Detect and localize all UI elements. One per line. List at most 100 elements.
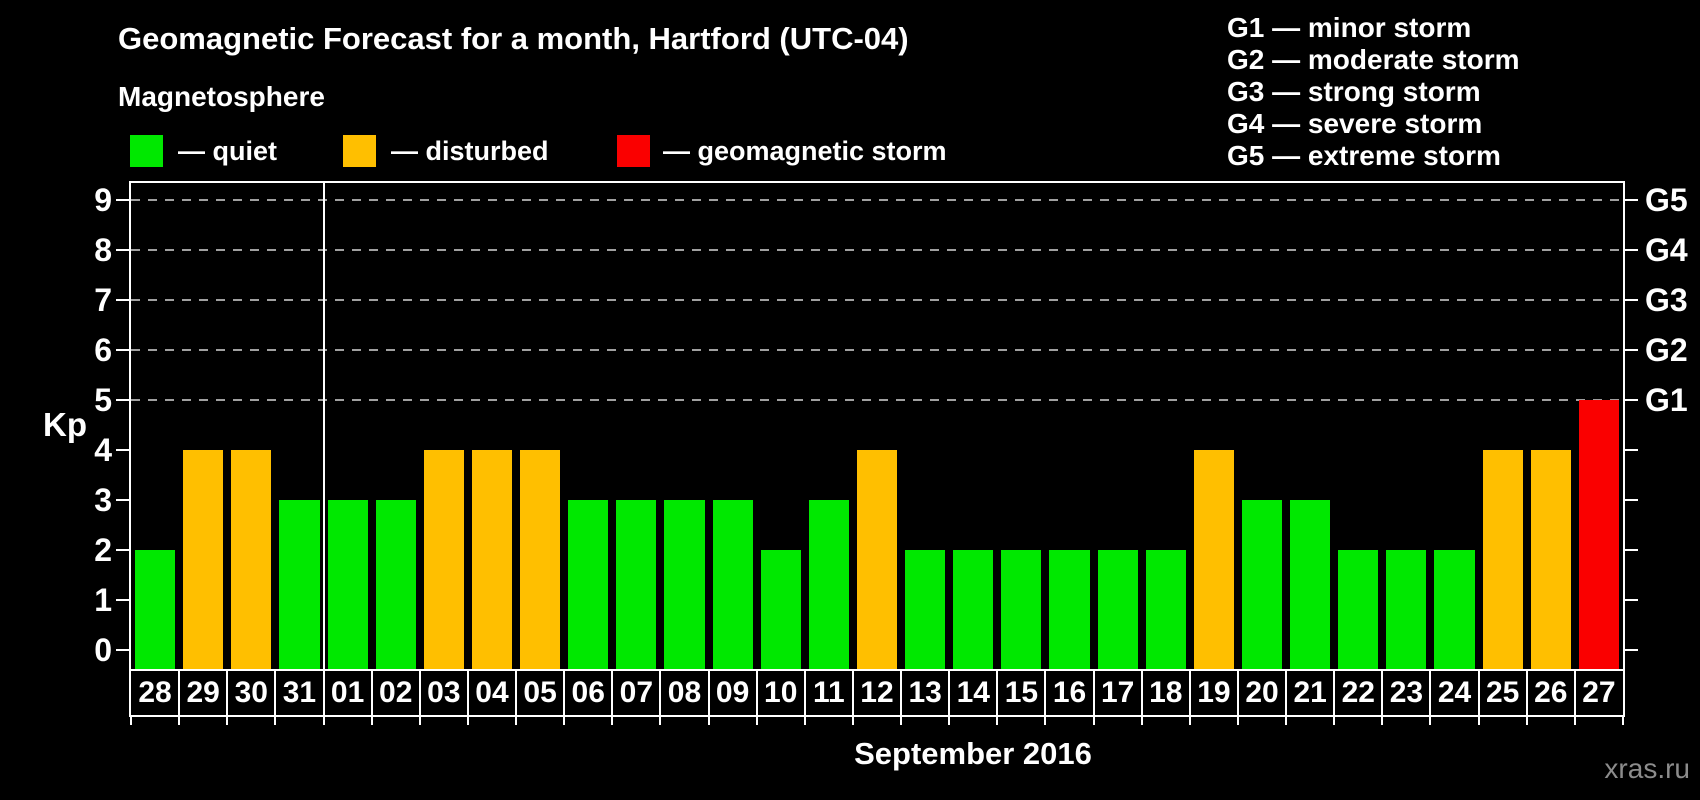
y-axis-label-7: 7 xyxy=(94,282,112,318)
y-axis-tick-left-0 xyxy=(116,649,131,651)
y-axis-tick-left-3 xyxy=(116,499,131,501)
legend-label-quiet: — quiet xyxy=(178,136,277,166)
x-axis-tick-10 xyxy=(611,717,614,725)
bar-day-26 xyxy=(1530,450,1571,669)
y-axis-tick-right-5 xyxy=(1623,399,1638,401)
x-axis-day-13: 13 xyxy=(908,676,942,709)
bar-day-01 xyxy=(327,500,368,669)
x-axis-day-09: 09 xyxy=(715,676,750,709)
x-axis-day-31: 31 xyxy=(282,676,317,709)
x-axis-day-04: 04 xyxy=(475,676,509,709)
y-axis-label-2: 2 xyxy=(94,532,112,568)
x-axis-day-16: 16 xyxy=(1052,676,1087,709)
x-box-divider-10 xyxy=(611,671,614,715)
y-axis-tick-left-8 xyxy=(116,249,131,251)
x-box-divider-4 xyxy=(322,671,325,715)
x-axis-tick-29 xyxy=(1525,717,1528,725)
x-axis-tick-9 xyxy=(563,717,566,725)
x-axis-tick-22 xyxy=(1188,717,1191,725)
g-scale-legend-g4: G4 — severe storm xyxy=(1227,108,1483,139)
bar-day-07 xyxy=(616,500,657,669)
bar-day-08 xyxy=(664,500,705,669)
bar-day-21 xyxy=(1290,500,1331,669)
g-axis-label-g1: G1 xyxy=(1645,382,1688,418)
g-scale-legend-g1: G1 — minor storm xyxy=(1227,12,1472,43)
x-axis-day-30: 30 xyxy=(234,676,268,709)
y-axis-tick-left-1 xyxy=(116,599,131,601)
x-axis-tick-7 xyxy=(466,717,469,725)
x-axis-label-row xyxy=(129,669,1625,717)
g-scale-legend: G1 — minor storm G2 — moderate storm G3 … xyxy=(1227,12,1520,172)
y-axis-tick-right-7 xyxy=(1623,299,1638,301)
bar-day-10 xyxy=(760,550,801,669)
x-box-divider-17 xyxy=(948,671,951,715)
g-axis-label-g5: G5 xyxy=(1645,182,1688,218)
page-title: Geomagnetic Forecast for a month, Hartfo… xyxy=(118,21,909,56)
gridline-kp8 xyxy=(131,249,1623,251)
x-axis-tick-2 xyxy=(226,717,229,725)
bar-day-16 xyxy=(1049,550,1090,669)
y-axis-label-9: 9 xyxy=(94,182,112,218)
bar-day-04 xyxy=(471,450,513,669)
x-box-divider-16 xyxy=(900,671,903,715)
x-axis-day-10: 10 xyxy=(764,676,798,709)
x-box-divider-30 xyxy=(1573,671,1576,715)
bar-day-19 xyxy=(1193,450,1234,669)
g-scale-legend-g2: G2 — moderate storm xyxy=(1227,44,1520,75)
g-scale-legend-g3: G3 — strong storm xyxy=(1227,76,1481,107)
bar-day-17 xyxy=(1097,550,1138,669)
bar-day-11 xyxy=(808,500,849,669)
gridline-kp6 xyxy=(131,349,1623,351)
x-axis-tick-31 xyxy=(1622,717,1624,725)
x-axis-day-14: 14 xyxy=(956,676,990,709)
x-box-divider-24 xyxy=(1285,671,1288,715)
x-axis-tick-25 xyxy=(1333,717,1336,725)
bar-day-06 xyxy=(568,500,609,669)
x-axis-day-02: 02 xyxy=(379,676,413,709)
bar-day-14 xyxy=(953,550,994,669)
gridline-kp5 xyxy=(131,399,1623,401)
y-axis-tick-left-6 xyxy=(116,349,131,351)
x-box-divider-7 xyxy=(466,671,469,715)
x-axis-day-22: 22 xyxy=(1341,676,1375,709)
x-axis-tick-26 xyxy=(1381,717,1384,725)
x-axis-day-07: 07 xyxy=(619,676,654,709)
gridline-kp9 xyxy=(131,199,1623,201)
x-box-divider-9 xyxy=(563,671,566,715)
x-axis-day-29: 29 xyxy=(186,676,220,709)
bar-day-23 xyxy=(1386,550,1427,669)
x-axis-tick-1 xyxy=(178,717,181,725)
x-axis-tick-12 xyxy=(707,717,710,725)
x-axis-tick-20 xyxy=(1092,717,1095,725)
bar-day-03 xyxy=(423,450,464,669)
x-axis-day-25: 25 xyxy=(1485,676,1520,709)
g-axis-label-g2: G2 xyxy=(1645,332,1688,368)
g-scale-legend-g5: G5 — extreme storm xyxy=(1227,140,1501,171)
bar-day-18 xyxy=(1145,550,1186,669)
x-axis-day-23: 23 xyxy=(1389,676,1424,709)
bar-day-09 xyxy=(712,500,753,669)
bar-day-28 xyxy=(135,550,176,669)
bar-day-12 xyxy=(856,450,898,669)
x-box-divider-21 xyxy=(1140,671,1143,715)
x-axis-day-18: 18 xyxy=(1149,676,1183,709)
legend-swatch-disturbed-icon xyxy=(343,135,376,167)
x-axis-day-20: 20 xyxy=(1245,676,1279,709)
x-axis-day-08: 08 xyxy=(667,676,702,709)
x-box-divider-1 xyxy=(178,671,181,715)
x-box-divider-15 xyxy=(851,671,854,715)
y-axis-label-8: 8 xyxy=(94,232,112,268)
x-box-divider-18 xyxy=(996,671,999,715)
x-axis-tick-5 xyxy=(370,717,373,725)
y-axis-tick-left-7 xyxy=(116,299,131,301)
y-axis-tick-right-2 xyxy=(1623,549,1638,551)
x-box-divider-23 xyxy=(1236,671,1239,715)
x-axis-tick-28 xyxy=(1477,717,1480,725)
legend-label-disturbed: — disturbed xyxy=(391,136,549,166)
y-axis-title: Kp xyxy=(43,406,87,443)
x-box-divider-27 xyxy=(1429,671,1432,715)
x-axis-tick-18 xyxy=(996,717,999,725)
legend-swatch-quiet-icon xyxy=(130,135,163,167)
legend-label-storm: — geomagnetic storm xyxy=(663,136,947,166)
